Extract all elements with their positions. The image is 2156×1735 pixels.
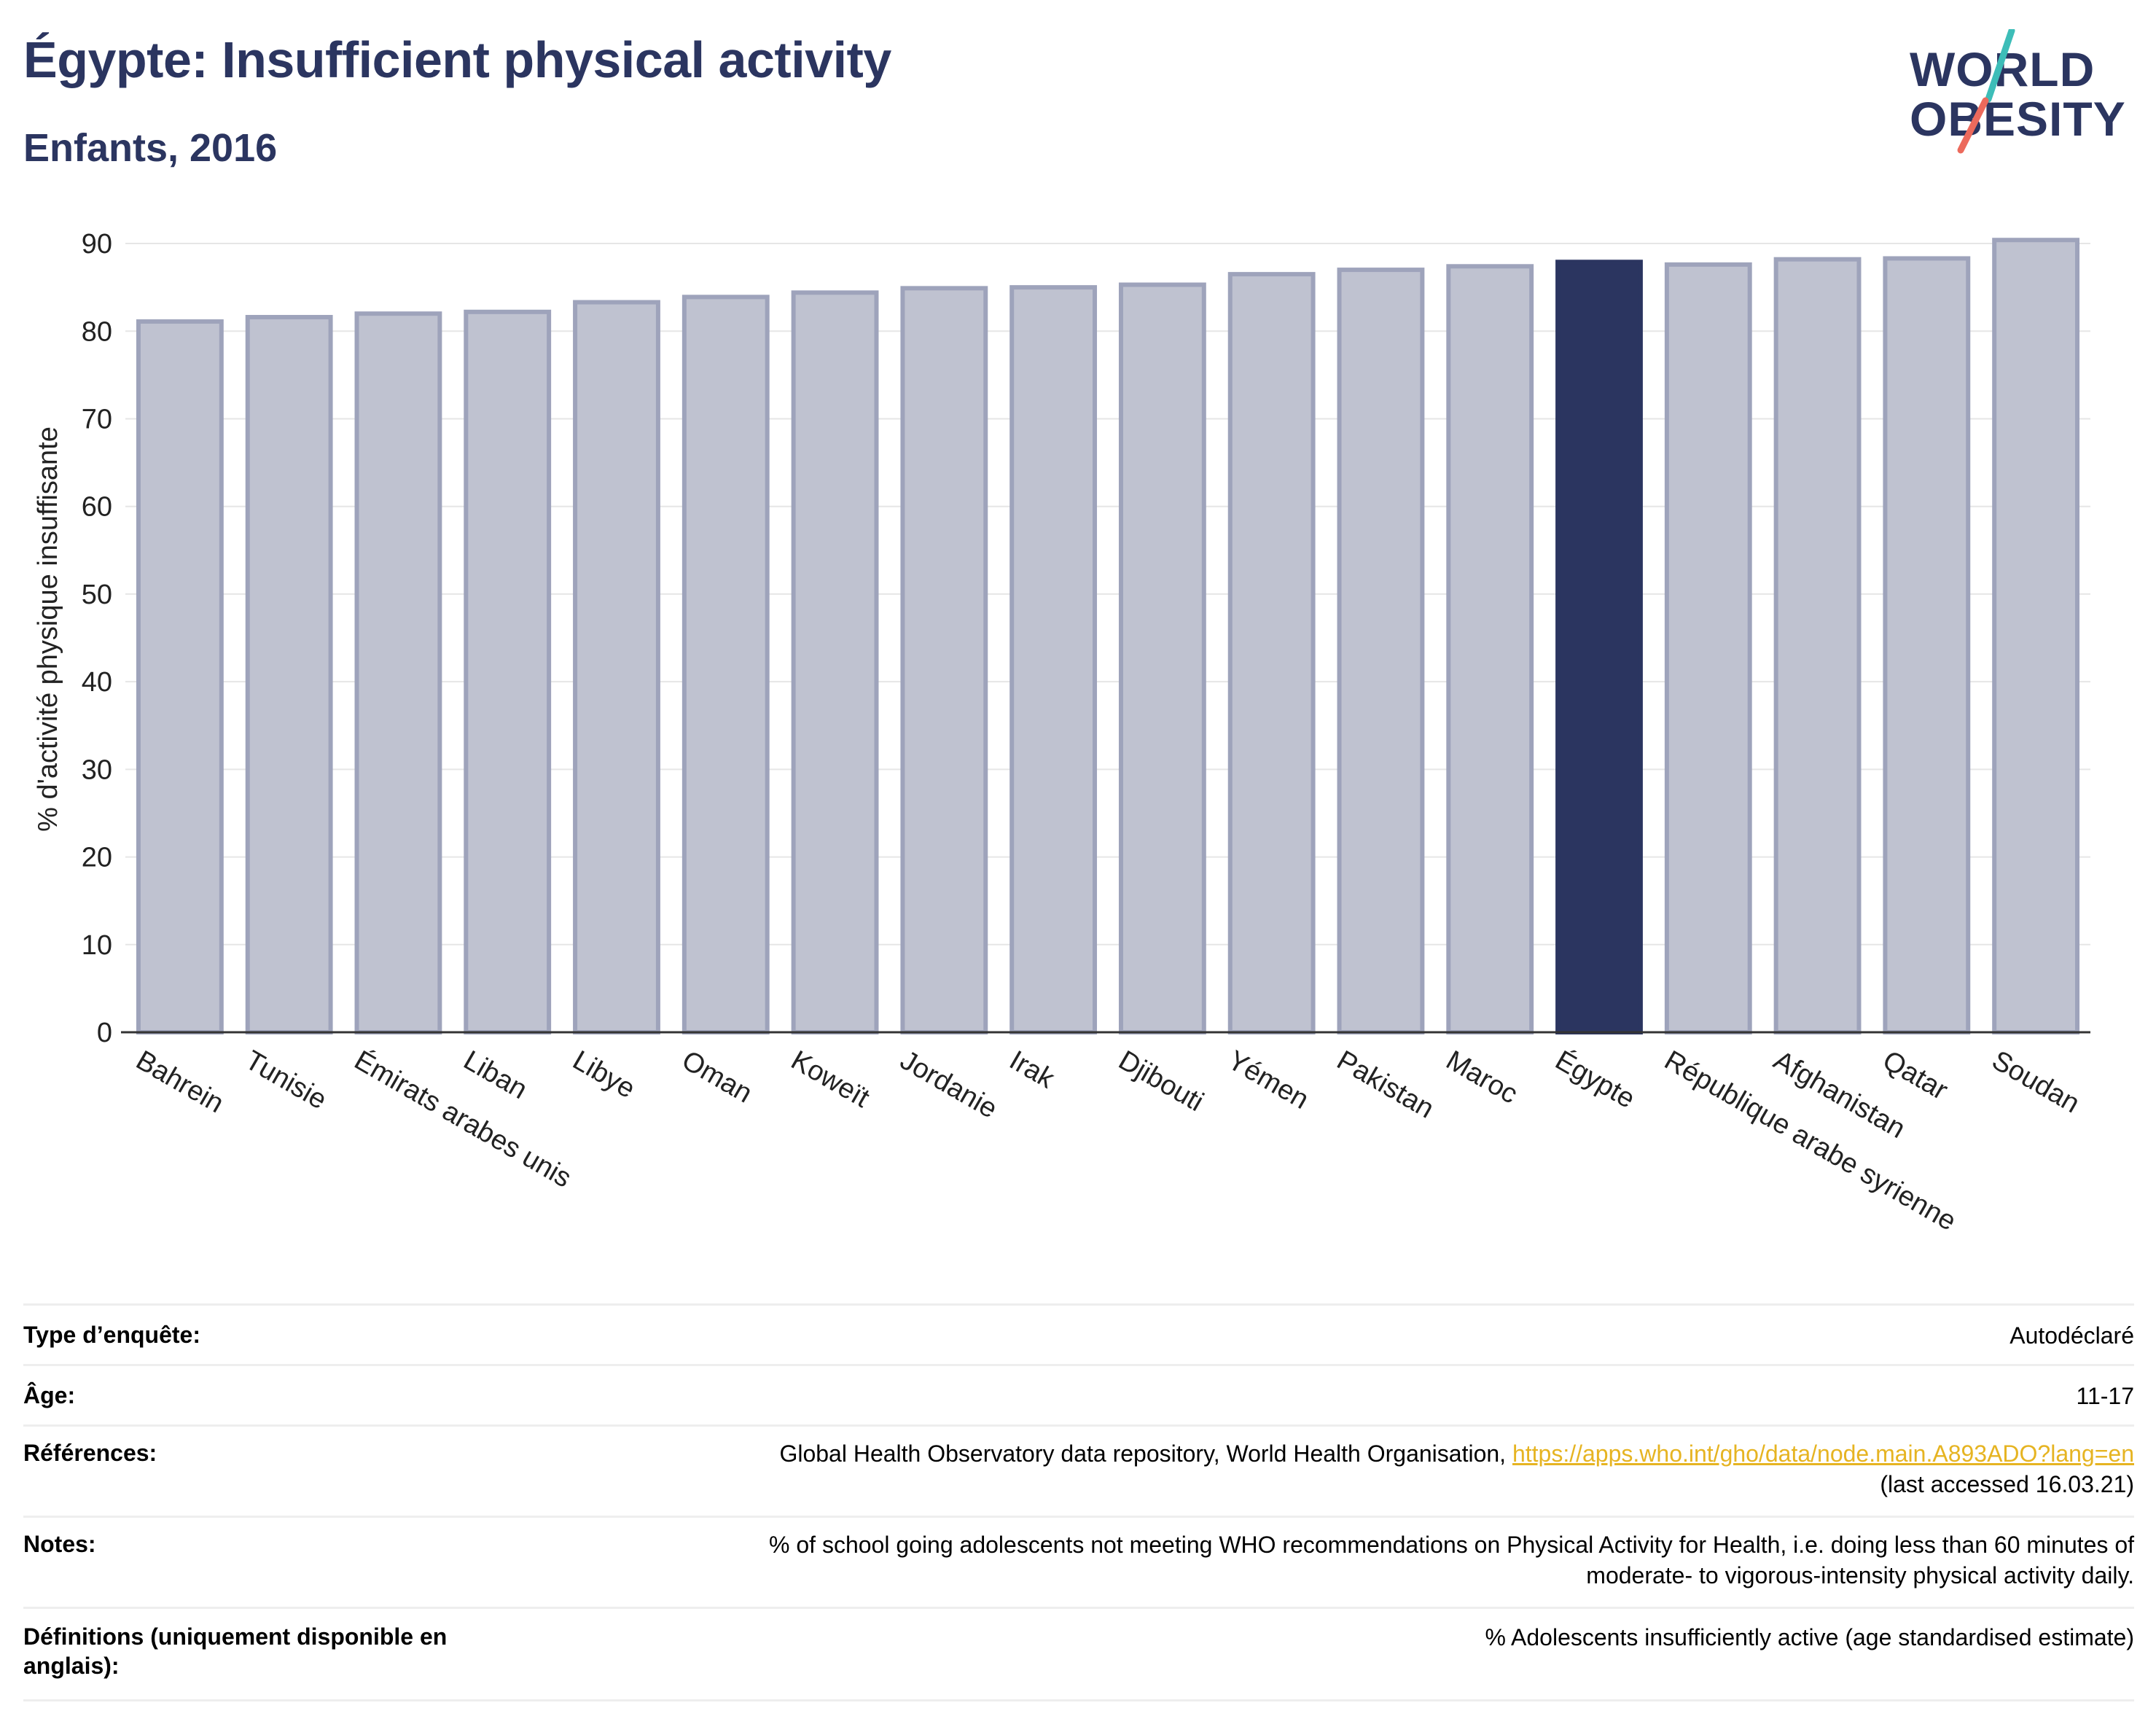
x-tick-label: Maroc <box>1441 1045 1523 1110</box>
reference-link[interactable]: https://apps.who.int/gho/data/node.main.… <box>1512 1440 2134 1467</box>
x-tick-label: Tunisie <box>240 1045 332 1115</box>
bar-libye <box>573 300 660 1035</box>
bar-djibouti <box>1118 282 1206 1034</box>
meta-row-survey-type: Type d’enquête: Autodéclaré <box>23 1303 2134 1364</box>
bars <box>136 238 2080 1035</box>
x-tick-label: Yémen <box>1222 1045 1313 1115</box>
bar-liban <box>464 309 552 1034</box>
bar-république-arabe-syrienne <box>1664 262 1752 1035</box>
meta-row-definitions: Définitions (uniquement disponible en an… <box>23 1607 2134 1701</box>
meta-label: Notes: <box>23 1531 96 1557</box>
y-tick-label: 10 <box>82 930 112 961</box>
meta-label: Références: <box>23 1440 157 1466</box>
x-tick-label: Libye <box>568 1045 641 1104</box>
bar-jordanie <box>900 286 988 1034</box>
meta-value: 11-17 <box>2076 1383 2134 1409</box>
bar-qatar <box>1883 256 1971 1034</box>
x-tick-label: Koweït <box>786 1045 875 1114</box>
bar-yémen <box>1227 272 1316 1035</box>
bar-soudan <box>1992 238 2080 1035</box>
bar-afghanistan <box>1773 257 1862 1034</box>
meta-value: % of school going adolescents not meetin… <box>769 1529 2134 1591</box>
y-axis-label: % d'activité physique insuffisante <box>33 426 63 832</box>
y-tick-labels: 0 10 20 30 40 50 60 70 80 90 <box>82 229 112 1048</box>
notes-text: % of school going adolescents not meetin… <box>769 1532 2134 1558</box>
y-tick-label: 20 <box>82 843 112 873</box>
y-tick-label: 80 <box>82 316 112 347</box>
reference-accessed: (last accessed 16.03.21) <box>1880 1471 2134 1497</box>
y-tick-label: 30 <box>82 755 112 785</box>
y-tick-label: 50 <box>82 580 112 610</box>
y-tick-label: 90 <box>82 229 112 260</box>
x-tick-label: Bahrein <box>130 1045 228 1119</box>
meta-label: Âge: <box>23 1382 76 1408</box>
page-subtitle: Enfants, 2016 <box>23 126 278 170</box>
x-tick-label: Liban <box>458 1045 533 1105</box>
reference-text: Global Health Observatory data repositor… <box>779 1440 1512 1467</box>
meta-row-age: Âge: 11-17 <box>23 1364 2134 1424</box>
bar-maroc <box>1446 264 1534 1034</box>
meta-value: Global Health Observatory data repositor… <box>779 1438 2134 1500</box>
y-tick-label: 0 <box>97 1018 112 1048</box>
x-tick-label: Qatar <box>1878 1045 1953 1106</box>
bar-koweït <box>791 290 879 1034</box>
bar-chart: 0 10 20 30 40 50 60 70 80 90 Bahrein Tunisie Émirat… <box>33 229 2090 1237</box>
logo-line2: OBESITY <box>1910 92 2126 146</box>
x-tick-label: Jordanie <box>895 1045 1002 1124</box>
meta-value: % Adolescents insufficiently active (age… <box>1485 1624 2134 1650</box>
bar-égypte <box>1555 260 1643 1034</box>
notes-text-line2: moderate- to vigorous-intensity physical… <box>1586 1562 2134 1588</box>
logo-slash-teal <box>1985 29 2015 103</box>
bar-oman <box>681 295 770 1034</box>
meta-row-references: Références: Global Health Observatory da… <box>23 1424 2134 1516</box>
page-title: Égypte: Insufficient physical activity <box>23 31 891 88</box>
bar-émirats-arabes-unis <box>354 311 442 1034</box>
x-tick-label: Oman <box>676 1045 757 1109</box>
meta-value: Autodéclaré <box>2009 1322 2134 1349</box>
x-tick-label: Soudan <box>1987 1045 2085 1119</box>
meta-label: Type d’enquête: <box>23 1322 200 1348</box>
bar-bahrein <box>136 319 224 1035</box>
bar-tunisie <box>245 315 333 1035</box>
logo-slash-coral <box>1957 97 1989 154</box>
meta-label: Définitions (uniquement disponible en an… <box>23 1623 448 1679</box>
x-tick-label: Djibouti <box>1113 1045 1208 1118</box>
y-tick-label: 70 <box>82 404 112 434</box>
x-tick-label: Irak <box>1004 1045 1061 1095</box>
x-tick-label: Égypte <box>1550 1045 1641 1115</box>
metadata-table: Type d’enquête: Autodéclaré Âge: 11-17 R… <box>23 1303 2134 1701</box>
x-tick-label: Pakistan <box>1332 1045 1439 1124</box>
bar-irak <box>1009 285 1098 1035</box>
meta-row-notes: Notes: % of school going adolescents not… <box>23 1516 2134 1607</box>
world-obesity-logo: WORLD OBESITY <box>1910 29 2126 154</box>
bar-pakistan <box>1337 268 1425 1035</box>
y-tick-label: 60 <box>82 492 112 523</box>
y-tick-label: 40 <box>82 667 112 698</box>
